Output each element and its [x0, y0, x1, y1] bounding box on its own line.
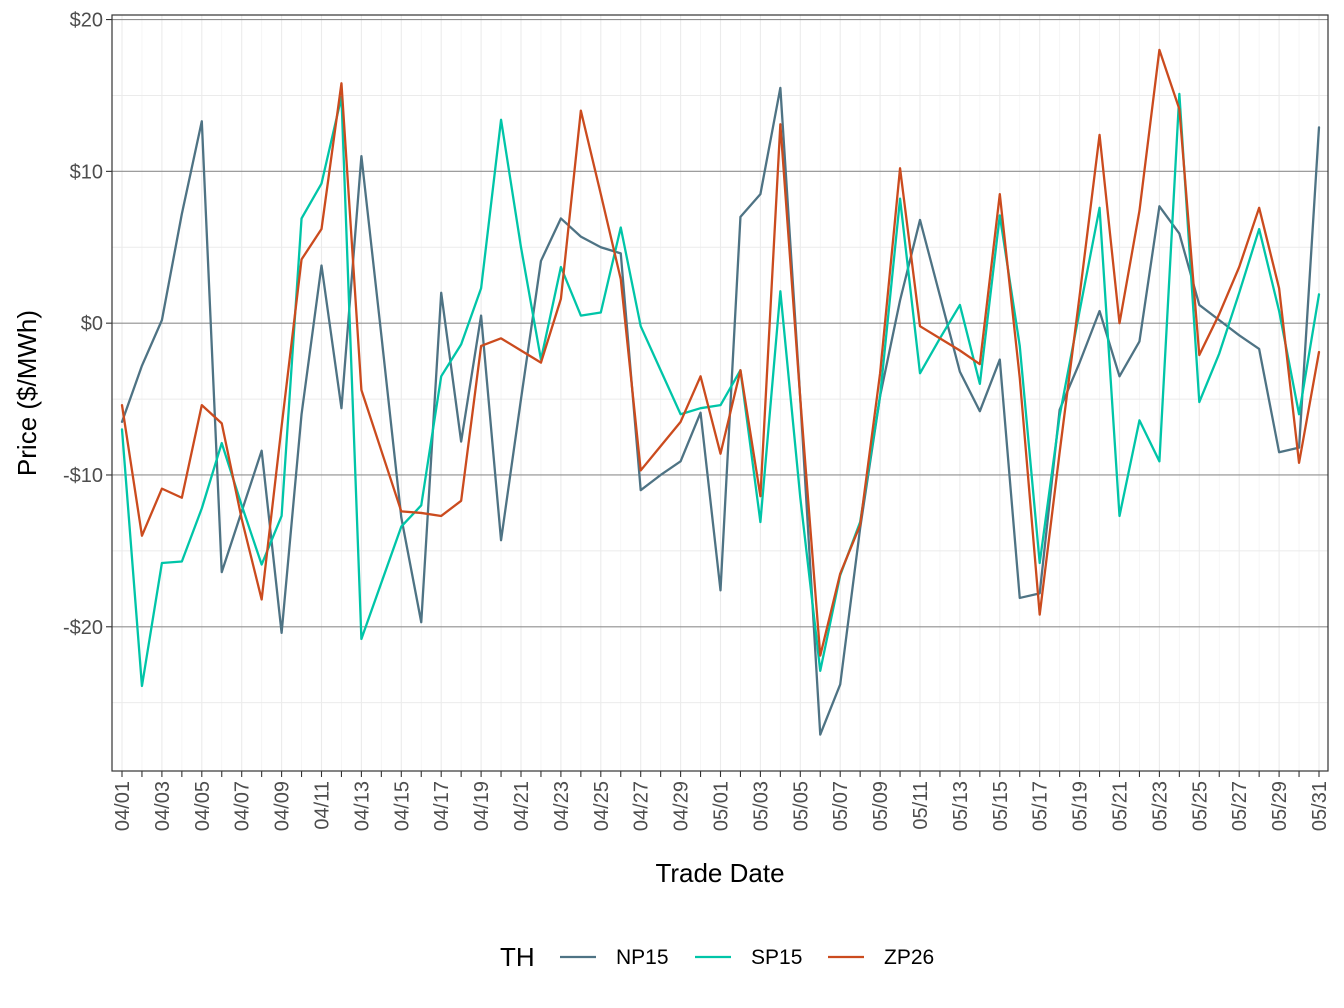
series-line-sp15	[120, 92, 1321, 688]
x-tick-label: 04/29	[671, 781, 693, 831]
y-tick-label: $20	[70, 10, 103, 32]
y-axis: $20 $10 $0 -$10 -$20	[63, 10, 112, 639]
series-line-zp26	[120, 48, 1321, 657]
x-tick-label: 05/23	[1149, 781, 1171, 831]
x-tick-label: 05/09	[870, 781, 892, 831]
x-tick-label: 04/15	[391, 781, 413, 831]
x-tick-label: 05/21	[1110, 781, 1132, 831]
x-tick-label: 05/27	[1229, 781, 1251, 831]
y-tick-label: $10	[70, 161, 103, 183]
x-tick-label: 05/25	[1189, 781, 1211, 831]
y-axis-title: Price ($/MWh)	[12, 310, 42, 476]
x-axis: 04/01 04/03 04/05 04/07 04/09 04/11 04/13 04/15…	[112, 771, 1331, 831]
legend-label-np15: NP15	[616, 946, 669, 969]
x-tick-label: 05/11	[910, 781, 932, 830]
x-axis-title: Trade Date	[655, 858, 784, 888]
x-tick-label: 04/01	[112, 781, 134, 831]
x-tick-label: 04/21	[511, 781, 533, 831]
x-tick-label: 04/13	[351, 781, 373, 831]
legend-label-zp26: ZP26	[884, 946, 934, 969]
x-tick-label: 05/07	[830, 781, 852, 831]
x-tick-label: 05/13	[950, 781, 972, 831]
legend: TH NP15 SP15 ZP26	[500, 942, 934, 972]
x-tick-label: 05/03	[750, 781, 772, 831]
x-tick-label: 04/27	[631, 781, 653, 831]
x-tick-label: 05/17	[1030, 781, 1052, 831]
x-tick-label: 05/05	[790, 781, 812, 831]
series-line-np15	[120, 86, 1321, 736]
x-tick-label: 04/05	[192, 781, 214, 831]
x-tick-label: 04/03	[152, 781, 174, 831]
x-tick-label: 04/07	[232, 781, 254, 831]
x-tick-label: 05/19	[1070, 781, 1092, 831]
legend-title: TH	[500, 942, 535, 972]
x-tick-label: 04/23	[551, 781, 573, 831]
x-tick-label: 05/01	[711, 781, 733, 831]
x-tick-label: 05/31	[1309, 781, 1331, 831]
x-tick-label: 04/11	[312, 781, 334, 830]
y-tick-label: -$10	[63, 465, 103, 487]
y-tick-label: $0	[81, 313, 103, 335]
x-tick-label: 05/15	[990, 781, 1012, 831]
x-tick-label: 04/25	[591, 781, 613, 831]
legend-label-sp15: SP15	[751, 946, 802, 969]
x-tick-label: 05/29	[1269, 781, 1291, 831]
x-tick-label: 04/19	[471, 781, 493, 831]
series-lines	[120, 48, 1321, 736]
x-tick-label: 04/17	[431, 781, 453, 831]
x-tick-label: 04/09	[272, 781, 294, 831]
y-tick-label: -$20	[63, 617, 103, 639]
